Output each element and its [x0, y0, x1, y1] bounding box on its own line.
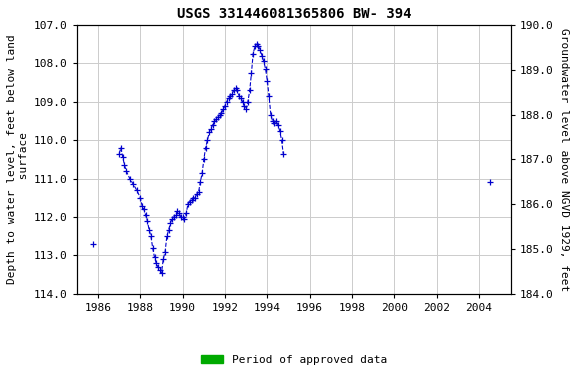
Legend: Period of approved data: Period of approved data: [196, 350, 392, 369]
Y-axis label: Depth to water level, feet below land
 surface: Depth to water level, feet below land su…: [7, 35, 29, 284]
Y-axis label: Groundwater level above NGVD 1929, feet: Groundwater level above NGVD 1929, feet: [559, 28, 569, 291]
Title: USGS 331446081365806 BW- 394: USGS 331446081365806 BW- 394: [177, 7, 411, 21]
